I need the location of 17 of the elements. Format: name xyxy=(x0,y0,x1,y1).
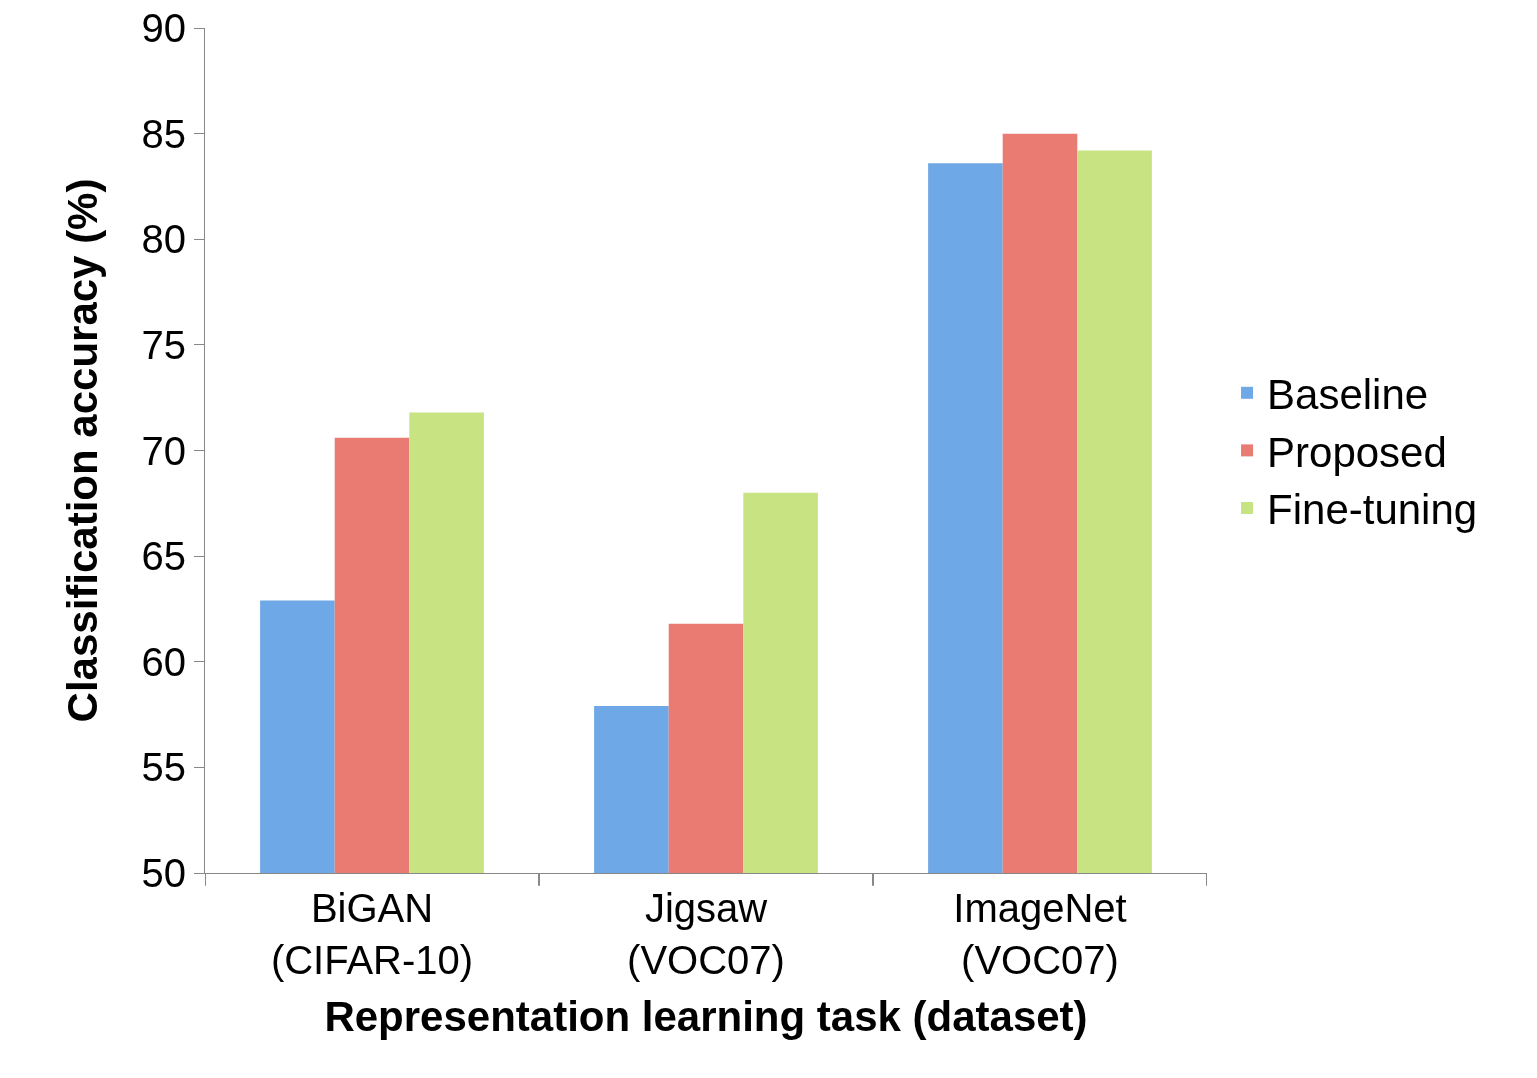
y-tick-label: 85 xyxy=(141,111,186,156)
legend-label: Baseline xyxy=(1267,371,1429,419)
y-tick-label: 60 xyxy=(141,639,186,684)
legend-label: Proposed xyxy=(1267,428,1447,476)
legend-label: Fine-tuning xyxy=(1267,486,1478,534)
y-tick-label: 70 xyxy=(141,428,186,473)
x-axis-title: Representation learning task (dataset) xyxy=(324,992,1088,1040)
y-tick-label: 50 xyxy=(141,851,186,895)
y-tick-label: 80 xyxy=(141,217,186,262)
y-tick-label: 55 xyxy=(141,745,186,790)
x-tick-label: ImageNet (VOC07) xyxy=(953,886,1127,982)
x-tick-label: BiGAN (CIFAR-10) xyxy=(270,886,474,982)
y-axis-title: Classification accuracy (%) xyxy=(59,178,107,723)
y-tick-label: 65 xyxy=(141,534,186,579)
y-tick-label: 75 xyxy=(141,322,186,367)
y-tick-label: 90 xyxy=(141,6,186,50)
x-tick-label: Jigsaw (VOC07) xyxy=(627,886,785,982)
